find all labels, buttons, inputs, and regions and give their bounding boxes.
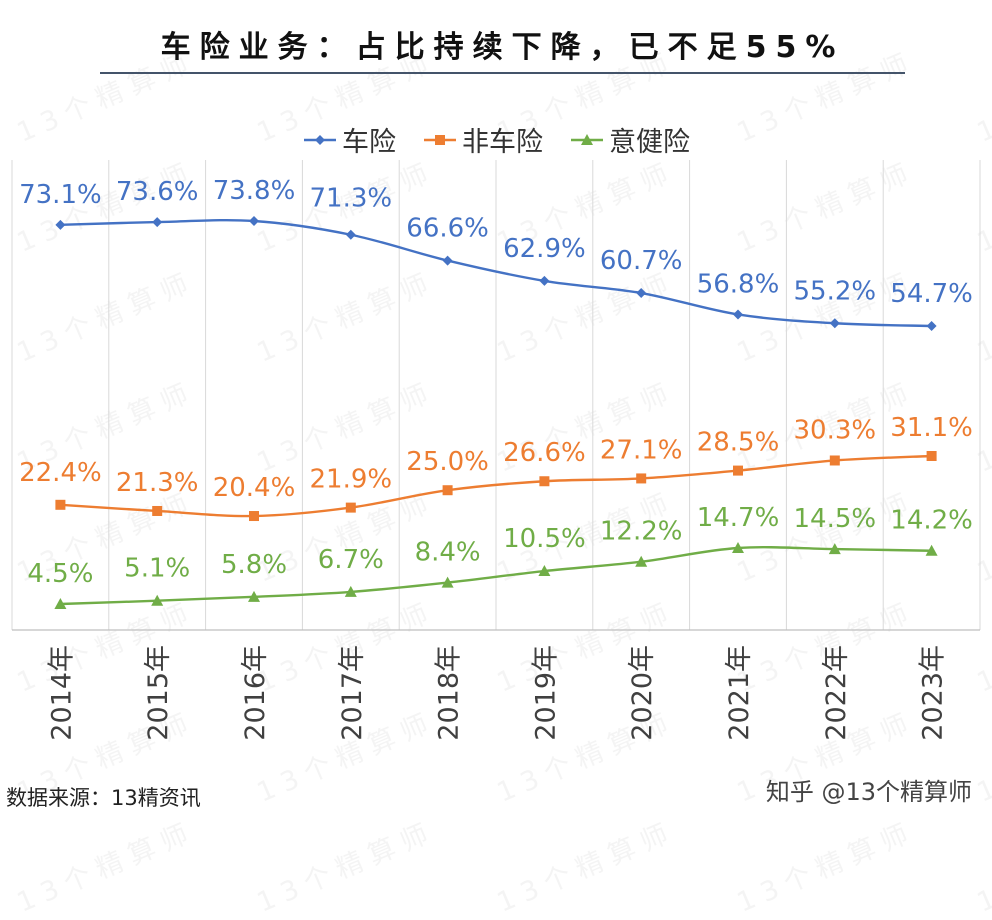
data-label: 73.6%	[116, 177, 199, 207]
data-point-marker	[55, 499, 66, 510]
x-tick-label: 2023年	[918, 645, 949, 741]
data-point-marker	[344, 585, 357, 597]
data-label: 66.6%	[406, 214, 489, 244]
series-line	[60, 454, 932, 518]
line-chart: 2014年 2015年 2016年 2017年 2018年 2019年 2020年 2021年…	[11, 160, 981, 741]
data-point-marker	[442, 255, 453, 266]
data-point-marker	[442, 485, 453, 496]
x-tick-label: 2015年	[143, 645, 174, 741]
x-tick-label: 2020年	[627, 645, 658, 741]
data-point-marker	[152, 505, 163, 516]
data-source-note: 数据来源：13精资讯	[6, 786, 201, 810]
data-point-marker	[249, 511, 259, 522]
data-label: 54.7%	[890, 279, 973, 309]
x-tick-label: 2018年	[434, 645, 465, 741]
data-label: 28.5%	[697, 428, 780, 458]
data-label: 12.2%	[600, 517, 683, 547]
x-tick-label: 2022年	[821, 645, 852, 741]
data-label: 10.5%	[503, 524, 586, 554]
data-point-marker	[151, 594, 164, 606]
data-label: 73.8%	[213, 176, 296, 206]
data-point-marker	[829, 455, 840, 466]
data-point-marker	[538, 565, 551, 577]
data-point-marker	[829, 318, 840, 329]
data-point-marker	[539, 476, 550, 487]
legend-item: 车险	[302, 120, 396, 159]
watermark-text: 13个精算师	[732, 815, 921, 919]
data-label: 56.8%	[697, 269, 780, 299]
data-label: 62.9%	[503, 234, 586, 264]
watermark-text: 13个精算师	[252, 815, 441, 919]
data-label: 30.3%	[793, 415, 876, 445]
data-point-marker	[636, 288, 647, 299]
data-label: 14.2%	[890, 506, 973, 536]
data-label: 6.7%	[318, 545, 384, 575]
data-label: 71.3%	[309, 184, 392, 214]
data-point-marker	[345, 502, 356, 513]
data-point-marker	[249, 216, 259, 226]
data-label: 14.5%	[793, 504, 876, 534]
chart-title: 车险业务：占比持续下降，已不足55%	[160, 30, 845, 65]
legend-item: 非车险	[422, 120, 543, 159]
title-underline	[100, 72, 905, 74]
legend-item: 意健险	[569, 120, 690, 159]
data-point-marker	[54, 598, 67, 609]
data-point-marker	[636, 473, 647, 484]
data-point-marker	[635, 555, 648, 567]
data-point-marker	[926, 451, 937, 461]
data-label: 5.8%	[221, 550, 287, 580]
data-label: 22.4%	[19, 458, 102, 488]
watermark-text: 13个精算师	[12, 815, 201, 919]
data-point-marker	[828, 543, 841, 555]
data-point-marker	[925, 544, 938, 556]
data-point-marker	[152, 217, 163, 228]
legend-label: 非车险	[462, 127, 543, 158]
x-tick-label: 2014年	[46, 645, 77, 741]
x-tick-label: 2021年	[724, 645, 755, 741]
data-point-marker	[248, 590, 260, 602]
data-label: 14.7%	[697, 503, 780, 533]
data-point-marker	[539, 275, 550, 286]
watermark-text: 13个精算师	[972, 815, 992, 919]
data-label: 5.1%	[124, 554, 190, 584]
data-label: 73.1%	[19, 180, 102, 210]
chart-legend: 车险 非车险 意健险	[0, 120, 992, 159]
data-point-marker	[926, 321, 937, 331]
data-label: 20.4%	[213, 473, 296, 503]
data-point-marker	[55, 219, 66, 230]
data-label: 27.1%	[600, 435, 683, 465]
data-label: 4.5%	[27, 559, 93, 589]
data-label: 25.0%	[406, 447, 489, 477]
legend-label: 意健险	[609, 127, 690, 158]
legend-label: 车险	[342, 127, 396, 158]
legend-swatch-icon	[424, 134, 456, 145]
data-label: 21.3%	[116, 468, 199, 498]
series-line	[60, 546, 932, 606]
x-tick-label: 2017年	[337, 645, 368, 741]
data-point-marker	[733, 309, 743, 320]
data-point-marker	[733, 465, 743, 476]
data-label: 8.4%	[415, 538, 481, 568]
legend-swatch-icon	[571, 133, 603, 145]
author-credit: 知乎 @13个精算师	[765, 778, 972, 806]
data-label: 31.1%	[890, 413, 973, 443]
legend-swatch-icon	[304, 134, 336, 145]
x-tick-label: 2016年	[240, 645, 271, 741]
watermark-text: 13个精算师	[492, 815, 681, 919]
data-label: 55.2%	[793, 276, 876, 306]
data-label: 60.7%	[600, 246, 683, 276]
x-tick-label: 2019年	[530, 645, 561, 741]
data-point-marker	[345, 229, 356, 240]
data-label: 21.9%	[309, 465, 392, 495]
data-point-marker	[732, 542, 744, 553]
series-line	[60, 218, 932, 328]
data-label: 26.6%	[503, 438, 586, 468]
data-point-marker	[441, 576, 454, 588]
